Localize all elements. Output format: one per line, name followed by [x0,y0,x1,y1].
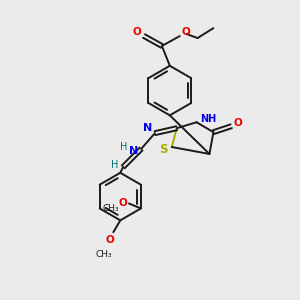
Text: CH₃: CH₃ [95,250,112,259]
Text: O: O [133,27,142,37]
Text: O: O [181,27,190,37]
Text: O: O [234,118,243,128]
Text: H: H [111,160,118,170]
Text: O: O [106,235,115,245]
Text: N: N [128,146,138,156]
Text: CH₃: CH₃ [103,204,119,213]
Text: O: O [119,197,128,208]
Text: NH: NH [200,114,217,124]
Text: N: N [143,123,153,133]
Text: H: H [120,142,127,152]
Text: S: S [160,142,168,155]
